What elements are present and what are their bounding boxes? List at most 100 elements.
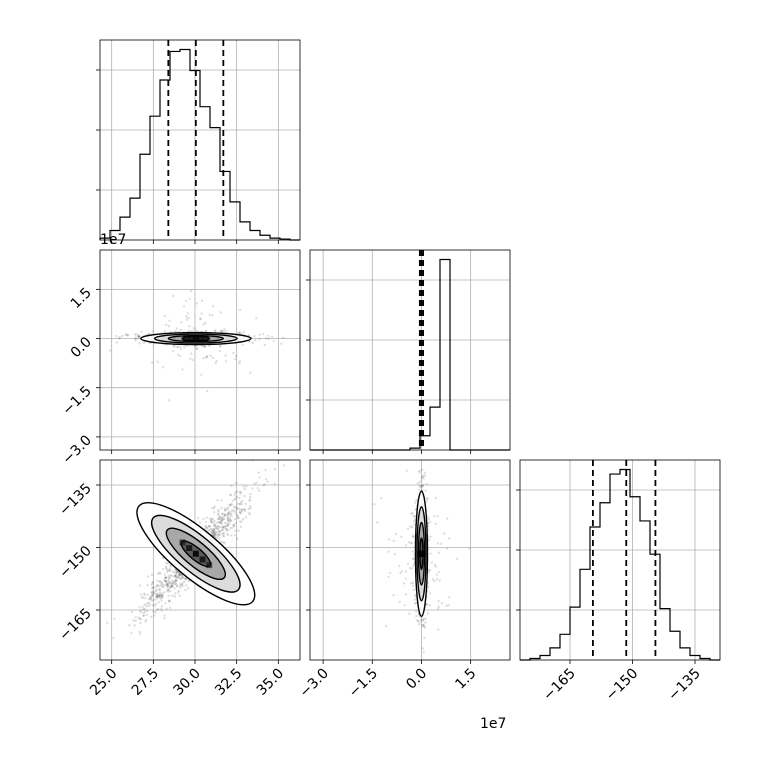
scatter-point xyxy=(227,520,230,523)
scatter-point xyxy=(165,323,168,327)
scatter-point xyxy=(227,510,230,514)
y-tick-label: −135 xyxy=(56,481,95,520)
scatter-point xyxy=(414,601,418,605)
scatter-point xyxy=(236,502,239,506)
scatter-point xyxy=(214,526,218,530)
scatter-point xyxy=(161,594,164,597)
scatter-point xyxy=(200,312,203,315)
scatter-point xyxy=(267,334,270,338)
scatter-point xyxy=(220,499,223,502)
scatter-point xyxy=(433,563,437,567)
histogram-bar xyxy=(660,609,670,660)
scatter-point xyxy=(421,618,425,622)
scatter-point xyxy=(150,615,153,619)
scatter-point xyxy=(411,512,414,515)
scatter-point xyxy=(155,584,159,587)
scatter-point xyxy=(187,329,191,332)
scatter-point xyxy=(141,596,145,599)
scatter-point xyxy=(422,623,426,627)
scatter-point xyxy=(244,502,247,506)
scatter-point xyxy=(150,573,154,577)
scatter-point xyxy=(251,341,254,344)
scatter-point xyxy=(425,497,429,500)
scatter-point xyxy=(226,517,229,521)
scatter-point xyxy=(416,619,419,622)
scatter-point xyxy=(231,508,234,512)
scatter-point xyxy=(173,568,177,571)
scatter-point xyxy=(240,503,243,506)
scatter-point xyxy=(167,578,170,582)
scatter-point xyxy=(175,579,179,582)
scatter-point xyxy=(418,469,421,473)
scatter-point xyxy=(176,353,180,356)
scatter-point xyxy=(226,518,230,522)
scatter-point xyxy=(240,508,244,511)
scatter-point xyxy=(218,531,221,535)
scatter-point xyxy=(223,513,226,517)
scatter-point xyxy=(158,579,161,583)
scatter-point xyxy=(145,609,149,613)
scatter-point xyxy=(178,584,182,587)
scatter-point xyxy=(173,330,177,333)
scatter-point xyxy=(205,525,208,528)
histogram-bar xyxy=(620,470,630,660)
scatter-point xyxy=(126,334,129,337)
scatter-point xyxy=(213,505,216,508)
scatter-point xyxy=(165,570,169,574)
scatter-point xyxy=(420,476,423,480)
scatter-point xyxy=(239,512,242,515)
x-tick-label: −135 xyxy=(665,666,704,705)
scatter-point xyxy=(426,585,430,589)
scatter-point xyxy=(405,469,408,472)
scatter-point xyxy=(234,505,237,509)
scatter-point xyxy=(157,600,160,604)
scatter-point xyxy=(162,556,165,560)
scatter-point xyxy=(188,324,191,328)
scatter-point xyxy=(170,574,173,578)
scatter-point xyxy=(404,544,408,547)
scatter-point xyxy=(155,598,158,601)
scatter-point xyxy=(166,582,170,586)
scatter-point xyxy=(174,573,177,577)
scatter-point xyxy=(147,597,151,601)
scatter-point xyxy=(238,510,242,514)
scatter-point xyxy=(257,471,260,474)
scatter-point xyxy=(424,621,427,624)
scatter-point xyxy=(413,598,417,601)
scatter-point xyxy=(230,510,233,513)
scatter-point xyxy=(226,513,229,516)
scatter-point xyxy=(213,523,216,527)
scatter-point xyxy=(180,321,183,324)
scatter-point xyxy=(255,481,258,484)
scatter-point xyxy=(213,534,216,537)
histogram-bar xyxy=(570,607,580,660)
scatter-point xyxy=(168,568,171,572)
scatter-point xyxy=(236,514,240,518)
scatter-point xyxy=(258,338,261,341)
scatter-point xyxy=(163,617,166,620)
scatter-point xyxy=(146,602,149,605)
histogram-bar xyxy=(540,655,550,660)
scatter-point xyxy=(256,486,259,490)
scatter-point xyxy=(264,468,267,472)
scatter-point xyxy=(158,571,161,575)
x-tick-label: −165 xyxy=(540,666,579,705)
scatter-point xyxy=(218,533,221,537)
scatter-point xyxy=(410,542,414,545)
scatter-point xyxy=(200,344,204,348)
scatter-point xyxy=(409,541,412,545)
scatter-point xyxy=(151,581,154,584)
scatter-point xyxy=(421,484,424,487)
scatter-point xyxy=(224,527,228,530)
scatter-point xyxy=(222,518,226,521)
scatter-point xyxy=(443,532,446,535)
scatter-point xyxy=(243,487,247,491)
scatter-point xyxy=(205,526,208,530)
scatter-point xyxy=(394,532,398,536)
scatter-point xyxy=(412,588,416,591)
scatter-point xyxy=(426,611,429,615)
x-tick-label: 32.5 xyxy=(212,666,245,699)
scatter-point xyxy=(160,582,164,585)
scatter-point xyxy=(433,580,436,583)
scatter-point xyxy=(402,582,406,585)
